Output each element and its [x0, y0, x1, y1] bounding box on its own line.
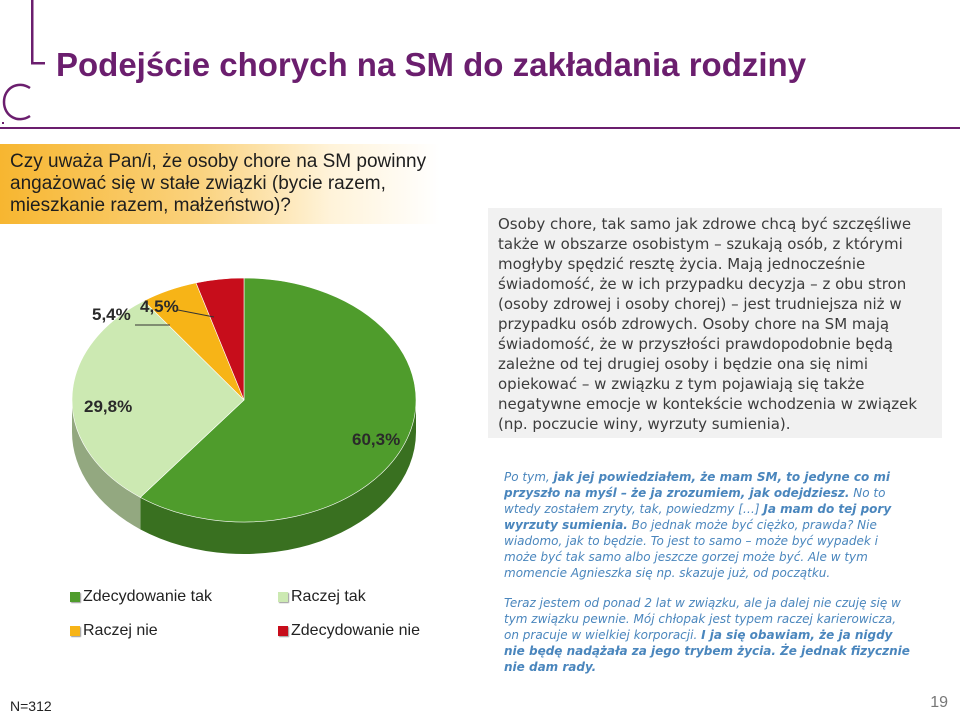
legend-label: Zdecydowanie tak: [83, 588, 212, 605]
summary-box: Osoby chore, tak samo jak zdrowe chcą by…: [488, 208, 942, 438]
legend-item-raczej-nie: Raczej nie: [70, 622, 158, 640]
chart-legend: Zdecydowanie tak Raczej tak Raczej nie Z…: [70, 588, 490, 648]
quote-1-run-0: Po tym,: [504, 470, 554, 484]
leader-line-0: [177, 309, 215, 318]
quote-2-run-1: I ja się obawiam, że ja nigdy nie będę n…: [504, 628, 910, 674]
legend-swatch-zdecydowanie-nie: [278, 626, 288, 636]
page-number: 19: [930, 694, 948, 711]
legend-label: Zdecydowanie nie: [291, 622, 420, 639]
quote-1-run-1: jak jej powiedziałem, że mam SM, to jedy…: [504, 470, 891, 500]
pie-slice-zdecydowanie-tak: [139, 277, 417, 523]
quote-2: Teraz jestem od ponad 2 lat w związku, a…: [504, 595, 914, 675]
label-zdecydowanie-tak: 60,3%: [352, 430, 401, 449]
quotes: Po tym, jak jej powiedziałem, że mam SM,…: [504, 469, 914, 689]
legend-swatch-raczej-nie: [70, 626, 80, 636]
pie-side-raczej-tak: [72, 400, 141, 530]
legend-item-zdecydowanie-tak: Zdecydowanie tak: [70, 588, 212, 606]
sample-size: N=312: [10, 698, 52, 714]
legend-swatch-zdecydowanie-tak: [70, 592, 80, 602]
label-raczej-nie: 5,4%: [92, 305, 131, 324]
pie-side-zdecydowanie-tak: [140, 400, 416, 554]
pie-chart: 60,3% 29,8% 5,4% 4,5%: [0, 230, 480, 560]
logo-mark: [2, 0, 45, 124]
legend-label: Raczej nie: [83, 622, 158, 639]
quote-1-run-3: Ja mam do tej pory wyrzuty sumienia.: [504, 502, 892, 532]
legend-item-raczej-tak: Raczej tak: [278, 588, 366, 606]
title-divider: [0, 127, 960, 129]
pie-slice-raczej-tak: [71, 300, 245, 498]
quote-1: Po tym, jak jej powiedziałem, że mam SM,…: [504, 469, 914, 581]
quote-1-run-4: Bo jednak może być ciężko, prawda? Nie w…: [504, 518, 878, 580]
quote-1-run-2: No to wtedy zostałem zryty, tak, powiedz…: [504, 486, 886, 516]
label-raczej-tak: 29,8%: [84, 397, 133, 416]
page-title: Podejście chorych na SM do zakładania ro…: [56, 46, 807, 83]
label-zdecydowanie-nie: 4,5%: [140, 297, 179, 316]
legend-swatch-raczej-tak: [278, 592, 288, 602]
pie-chart-svg: [71, 277, 417, 554]
pie-slice-zdecydowanie-nie: [195, 277, 245, 401]
legend-item-zdecydowanie-nie: Zdecydowanie nie: [278, 622, 420, 640]
quote-2-run-0: Teraz jestem od ponad 2 lat w związku, a…: [504, 596, 901, 642]
legend-label: Raczej tak: [291, 588, 366, 605]
survey-question: Czy uważa Pan/i, że osoby chore na SM po…: [0, 144, 440, 224]
